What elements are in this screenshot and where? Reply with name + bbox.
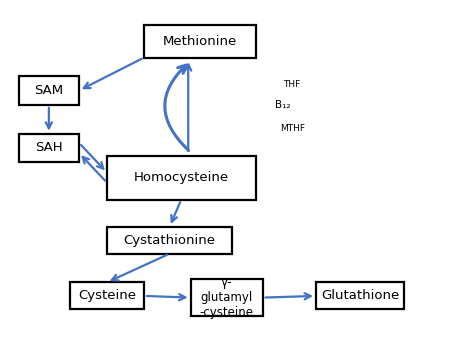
FancyBboxPatch shape: [107, 227, 232, 254]
Text: Glutathione: Glutathione: [321, 289, 399, 303]
Text: THF: THF: [283, 80, 301, 89]
Text: SAH: SAH: [35, 141, 63, 155]
Text: Cysteine: Cysteine: [78, 289, 136, 303]
FancyBboxPatch shape: [316, 282, 404, 309]
Text: MTHF: MTHF: [280, 124, 305, 133]
FancyBboxPatch shape: [107, 156, 255, 199]
FancyBboxPatch shape: [18, 134, 79, 162]
Text: Homocysteine: Homocysteine: [134, 171, 229, 184]
FancyBboxPatch shape: [18, 76, 79, 105]
Text: B₁₂: B₁₂: [275, 100, 291, 110]
FancyBboxPatch shape: [70, 282, 144, 309]
FancyBboxPatch shape: [191, 279, 263, 316]
Text: Methionine: Methionine: [163, 35, 237, 48]
FancyBboxPatch shape: [144, 26, 255, 58]
Text: SAM: SAM: [34, 84, 64, 97]
Text: γ-
glutamyl
-cysteine: γ- glutamyl -cysteine: [200, 276, 254, 319]
Text: Cystathionine: Cystathionine: [124, 234, 216, 247]
FancyArrowPatch shape: [165, 65, 189, 150]
